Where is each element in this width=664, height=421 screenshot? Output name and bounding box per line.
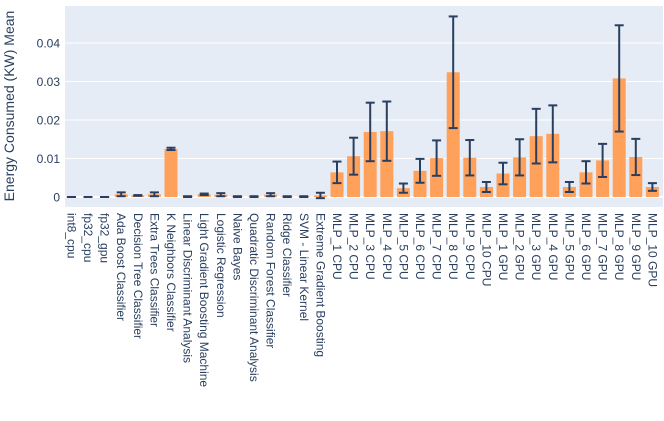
error-bar	[233, 196, 242, 197]
x-tick-label: MLP_7 CPU	[430, 213, 444, 280]
x-tick-label: int8_cpu	[64, 213, 78, 258]
error-bar	[183, 196, 192, 197]
x-tick-label: fp32_cpu	[81, 213, 95, 262]
x-tick-label: MLP_1 GPU	[496, 213, 510, 280]
bar	[165, 149, 178, 197]
error-bar	[250, 196, 259, 197]
x-tick-label: MLP_9 CPU	[463, 213, 477, 280]
error-bar	[299, 196, 308, 197]
x-tick-label: Extra Trees Classifier	[147, 213, 161, 327]
y-tick-label: 0.01	[37, 152, 61, 166]
x-tick-label: MLP_8 GPU	[612, 213, 626, 280]
y-axis-ticks: 0 0.01 0.02 0.03 0.04	[37, 37, 61, 205]
x-tick-label: Linear Discriminant Analysis	[181, 213, 195, 363]
x-tick-label: MLP_5 GPU	[562, 213, 576, 280]
y-tick-label: 0.03	[37, 75, 61, 89]
error-bar	[133, 195, 142, 196]
x-tick-label: K Neighbors Classifier	[164, 213, 178, 332]
x-tick-label: Random Forest Classifier	[264, 213, 278, 348]
x-tick-label: Naive Bayes	[230, 213, 244, 280]
x-tick-label: Ridge Classifier	[280, 213, 294, 297]
x-tick-label: fp32_gpu	[98, 213, 112, 263]
y-tick-label: 0.04	[37, 37, 61, 51]
y-tick-label: 0	[53, 191, 60, 205]
x-tick-label: Decision Tree Classifier	[131, 213, 145, 339]
x-tick-label: MLP_6 GPU	[579, 213, 593, 280]
x-tick-label: MLP_2 GPU	[513, 213, 527, 280]
x-tick-label: MLP_3 CPU	[363, 213, 377, 280]
x-tick-label: MLP_2 CPU	[347, 213, 361, 280]
x-tick-label: MLP_6 CPU	[413, 213, 427, 280]
x-tick-label: MLP_4 CPU	[380, 213, 394, 280]
x-tick-label: MLP_8 CPU	[446, 213, 460, 280]
x-tick-label: MLP_10 GPU	[645, 213, 659, 287]
error-bar	[283, 196, 292, 197]
x-tick-label: SVM - Linear Kernel	[297, 213, 311, 321]
x-tick-label: MLP_4 GPU	[546, 213, 560, 280]
x-tick-label: Extreme Gradient Boosting	[313, 213, 327, 357]
error-bar	[200, 194, 209, 196]
x-tick-label: MLP_10 CPU	[479, 213, 493, 286]
x-tick-label: MLP_7 GPU	[596, 213, 610, 280]
x-tick-label: Quadratic Discriminant Analysis	[247, 213, 261, 382]
x-tick-label: Logistic Regression	[214, 213, 228, 318]
x-tick-label: MLP_1 CPU	[330, 213, 344, 280]
x-tick-label: MLP_9 GPU	[629, 213, 643, 280]
y-axis-title: Energy Consumed (KW) Mean	[1, 11, 17, 202]
x-tick-label: Ada Boost Classifier	[114, 213, 128, 321]
y-tick-label: 0.02	[37, 114, 61, 128]
x-tick-label: MLP_5 CPU	[396, 213, 410, 280]
x-tick-label: MLP_3 GPU	[529, 213, 543, 280]
x-tick-label: Light Gradient Boosting Machine	[197, 213, 211, 387]
